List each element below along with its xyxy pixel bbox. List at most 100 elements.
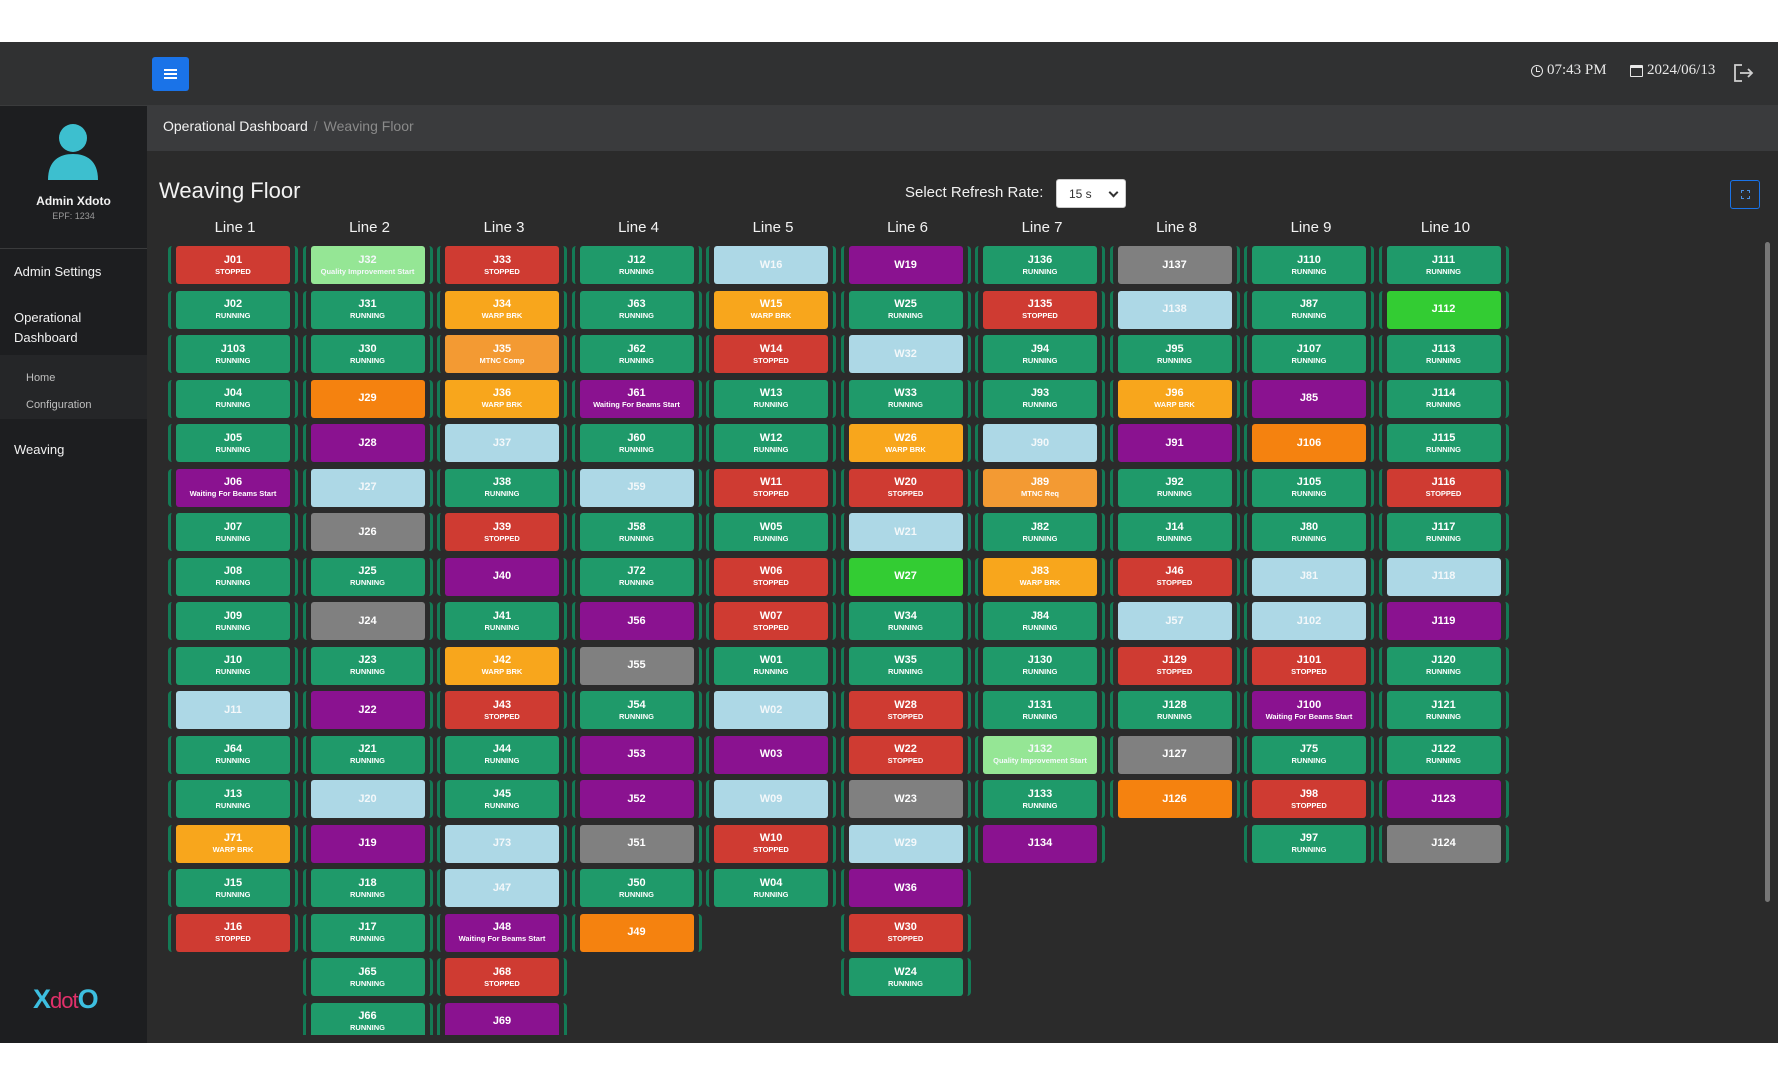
machine-tile[interactable]: J132 Quality Improvement Start [975, 735, 1105, 774]
machine-tile[interactable]: W15 WARP BRK [706, 290, 836, 329]
machine-tile[interactable]: J123 [1378, 780, 1509, 818]
machine-tile[interactable]: J46 STOPPED [1109, 557, 1240, 596]
machine-tile[interactable]: W26 WARP BRK [840, 424, 971, 462]
machine-tile[interactable]: J93 RUNNING [975, 379, 1105, 418]
machine-tile[interactable]: J13 RUNNING [168, 780, 298, 818]
machine-tile[interactable]: J35 MTNC Comp [437, 335, 567, 373]
machine-tile[interactable]: J91 [1109, 424, 1240, 462]
machine-tile[interactable]: J24 [302, 602, 433, 640]
machine-tile[interactable]: J64 RUNNING [168, 735, 298, 774]
sidebar-item-weaving[interactable]: Weaving [14, 442, 65, 457]
machine-tile[interactable]: J11 [168, 691, 298, 729]
machine-tile[interactable]: J22 [302, 691, 433, 729]
breadcrumb-root[interactable]: Operational Dashboard [163, 118, 308, 134]
machine-tile[interactable]: J71 WARP BRK [168, 824, 298, 863]
machine-tile[interactable]: W24 RUNNING [840, 958, 971, 996]
machine-tile[interactable]: J16 STOPPED [168, 913, 298, 952]
machine-tile[interactable]: J105 RUNNING [1244, 468, 1374, 507]
refresh-rate-select[interactable]: 15 s [1056, 179, 1126, 208]
machine-tile[interactable]: J101 STOPPED [1244, 646, 1374, 685]
machine-tile[interactable]: J06 Waiting For Beams Start [168, 468, 298, 507]
machine-tile[interactable]: J72 RUNNING [571, 557, 702, 596]
machine-tile[interactable]: J96 WARP BRK [1109, 379, 1240, 418]
machine-tile[interactable]: J68 STOPPED [437, 958, 567, 996]
machine-tile[interactable]: J84 RUNNING [975, 602, 1105, 640]
machine-tile[interactable]: J106 [1244, 424, 1374, 462]
machine-tile[interactable]: J58 RUNNING [571, 513, 702, 551]
machine-tile[interactable]: W14 STOPPED [706, 335, 836, 373]
machine-tile[interactable]: J138 [1109, 290, 1240, 329]
machine-tile[interactable]: J122 RUNNING [1378, 735, 1509, 774]
machine-tile[interactable]: J42 WARP BRK [437, 646, 567, 685]
machine-tile[interactable]: J56 [571, 602, 702, 640]
machine-tile[interactable]: J127 [1109, 735, 1240, 774]
machine-tile[interactable]: W29 [840, 824, 971, 863]
machine-tile[interactable]: J07 RUNNING [168, 513, 298, 551]
machine-tile[interactable]: W32 [840, 335, 971, 373]
machine-tile[interactable]: J51 [571, 824, 702, 863]
machine-tile[interactable]: J61 Waiting For Beams Start [571, 379, 702, 418]
machine-tile[interactable]: J102 [1244, 602, 1374, 640]
machine-tile[interactable]: W30 STOPPED [840, 913, 971, 952]
machine-tile[interactable]: J103 RUNNING [168, 335, 298, 373]
machine-tile[interactable]: J04 RUNNING [168, 379, 298, 418]
machine-tile[interactable]: W05 RUNNING [706, 513, 836, 551]
machine-tile[interactable]: W09 [706, 780, 836, 818]
machine-tile[interactable]: J05 RUNNING [168, 424, 298, 462]
machine-tile[interactable]: J131 RUNNING [975, 691, 1105, 729]
machine-tile[interactable]: J14 RUNNING [1109, 513, 1240, 551]
machine-tile[interactable]: W27 [840, 557, 971, 596]
machine-tile[interactable]: J135 STOPPED [975, 290, 1105, 329]
machine-tile[interactable]: W16 [706, 246, 836, 284]
machine-tile[interactable]: W13 RUNNING [706, 379, 836, 418]
machine-tile[interactable]: J17 RUNNING [302, 913, 433, 952]
machine-tile[interactable]: J83 WARP BRK [975, 557, 1105, 596]
machine-tile[interactable]: J120 RUNNING [1378, 646, 1509, 685]
machine-tile[interactable]: W01 RUNNING [706, 646, 836, 685]
machine-tile[interactable]: J25 RUNNING [302, 557, 433, 596]
machine-tile[interactable]: J01 STOPPED [168, 246, 298, 284]
machine-tile[interactable]: W11 STOPPED [706, 468, 836, 507]
machine-tile[interactable]: J40 [437, 557, 567, 596]
machine-tile[interactable]: J26 [302, 513, 433, 551]
machine-tile[interactable]: W20 STOPPED [840, 468, 971, 507]
machine-tile[interactable]: J75 RUNNING [1244, 735, 1374, 774]
machine-tile[interactable]: J111 RUNNING [1378, 246, 1509, 284]
machine-tile[interactable]: J59 [571, 468, 702, 507]
machine-tile[interactable]: J117 RUNNING [1378, 513, 1509, 551]
machine-tile[interactable]: W28 STOPPED [840, 691, 971, 729]
machine-tile[interactable]: J15 RUNNING [168, 869, 298, 907]
machine-tile[interactable]: J39 STOPPED [437, 513, 567, 551]
machine-tile[interactable]: J28 [302, 424, 433, 462]
machine-tile[interactable]: J136 RUNNING [975, 246, 1105, 284]
machine-tile[interactable]: J12 RUNNING [571, 246, 702, 284]
machine-tile[interactable]: J90 [975, 424, 1105, 462]
machine-tile[interactable]: J50 RUNNING [571, 869, 702, 907]
machine-tile[interactable]: J57 [1109, 602, 1240, 640]
machine-tile[interactable]: J89 MTNC Req [975, 468, 1105, 507]
machine-tile[interactable]: J49 [571, 913, 702, 952]
machine-tile[interactable]: J121 RUNNING [1378, 691, 1509, 729]
machine-tile[interactable]: J37 [437, 424, 567, 462]
machine-tile[interactable]: J45 RUNNING [437, 780, 567, 818]
machine-tile[interactable]: J52 [571, 780, 702, 818]
machine-tile[interactable]: J85 [1244, 379, 1374, 418]
machine-tile[interactable]: J137 [1109, 246, 1240, 284]
machine-tile[interactable]: J116 STOPPED [1378, 468, 1509, 507]
machine-tile[interactable]: J134 [975, 824, 1105, 863]
machine-tile[interactable]: J113 RUNNING [1378, 335, 1509, 373]
machine-tile[interactable]: J128 RUNNING [1109, 691, 1240, 729]
machine-tile[interactable]: W33 RUNNING [840, 379, 971, 418]
machine-tile[interactable]: J100 Waiting For Beams Start [1244, 691, 1374, 729]
machine-tile[interactable]: J87 RUNNING [1244, 290, 1374, 329]
machine-tile[interactable]: J41 RUNNING [437, 602, 567, 640]
machine-tile[interactable]: J32 Quality Improvement Start [302, 246, 433, 284]
logout-icon[interactable] [1733, 63, 1755, 83]
machine-tile[interactable]: J36 WARP BRK [437, 379, 567, 418]
scrollbar[interactable] [1765, 242, 1770, 902]
machine-tile[interactable]: J80 RUNNING [1244, 513, 1374, 551]
menu-toggle-button[interactable] [152, 57, 189, 91]
machine-tile[interactable]: W06 STOPPED [706, 557, 836, 596]
machine-tile[interactable]: J130 RUNNING [975, 646, 1105, 685]
machine-tile[interactable]: J48 Waiting For Beams Start [437, 913, 567, 952]
